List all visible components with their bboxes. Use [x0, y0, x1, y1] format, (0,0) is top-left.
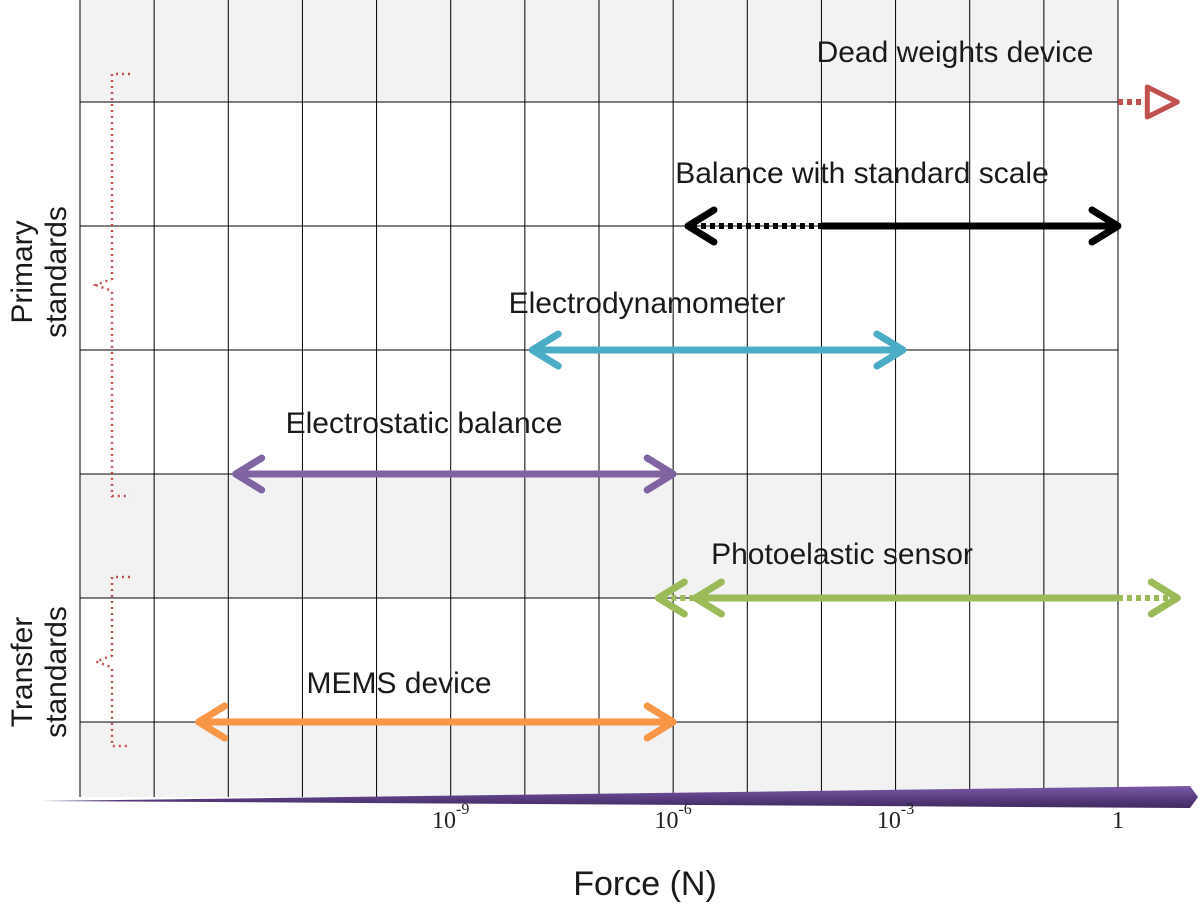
series-label: Balance with standard scale — [675, 157, 1049, 190]
series-arrow-head-right — [643, 702, 677, 742]
series-label: Electrodynamometer — [509, 287, 786, 320]
series-label: Photoelastic sensor — [711, 538, 973, 571]
series-arrow-head-right — [1147, 578, 1181, 618]
series-label: Electrostatic balance — [286, 407, 563, 440]
group-brackets — [92, 72, 130, 748]
grid-lines — [79, 0, 1119, 797]
transfer-label-line2: standards — [40, 606, 73, 738]
series-arrow-head-right — [873, 330, 907, 370]
x-tick-label: 10-3 — [877, 801, 914, 834]
series-arrow-head-inner-left — [691, 578, 725, 618]
transfer-bracket — [92, 575, 130, 748]
primary-bracket — [92, 72, 130, 498]
series-arrow-head-left — [232, 454, 266, 494]
series-arrow-head-left — [528, 330, 562, 370]
force-wedge — [40, 786, 1198, 808]
series-arrow-head-left — [684, 206, 718, 246]
dead-weights-arrow-head — [1144, 84, 1180, 120]
series-arrow-head-right — [643, 454, 677, 494]
primary-label-line1: Primary — [6, 220, 39, 323]
series-label: MEMS device — [306, 667, 491, 700]
series-arrow-head-right — [1088, 206, 1122, 246]
series-arrow-head-left — [195, 702, 229, 742]
series-arrows: Dead weights device Balance with standard… — [195, 36, 1181, 742]
x-tick-label: 10-9 — [432, 801, 469, 834]
group-labels: Primary standards Transfer standards — [6, 206, 73, 738]
x-tick-labels: 10-9 10-6 10-3 1 — [432, 801, 1124, 834]
series-arrow-head-left — [654, 578, 688, 618]
x-tick-label: 10-6 — [654, 801, 691, 834]
transfer-label-line1: Transfer — [6, 617, 39, 728]
series-label: Dead weights device — [817, 36, 1094, 69]
x-axis-label: Force (N) — [573, 865, 717, 903]
primary-label-line2: standards — [40, 206, 73, 338]
x-tick-label: 1 — [1112, 808, 1124, 834]
